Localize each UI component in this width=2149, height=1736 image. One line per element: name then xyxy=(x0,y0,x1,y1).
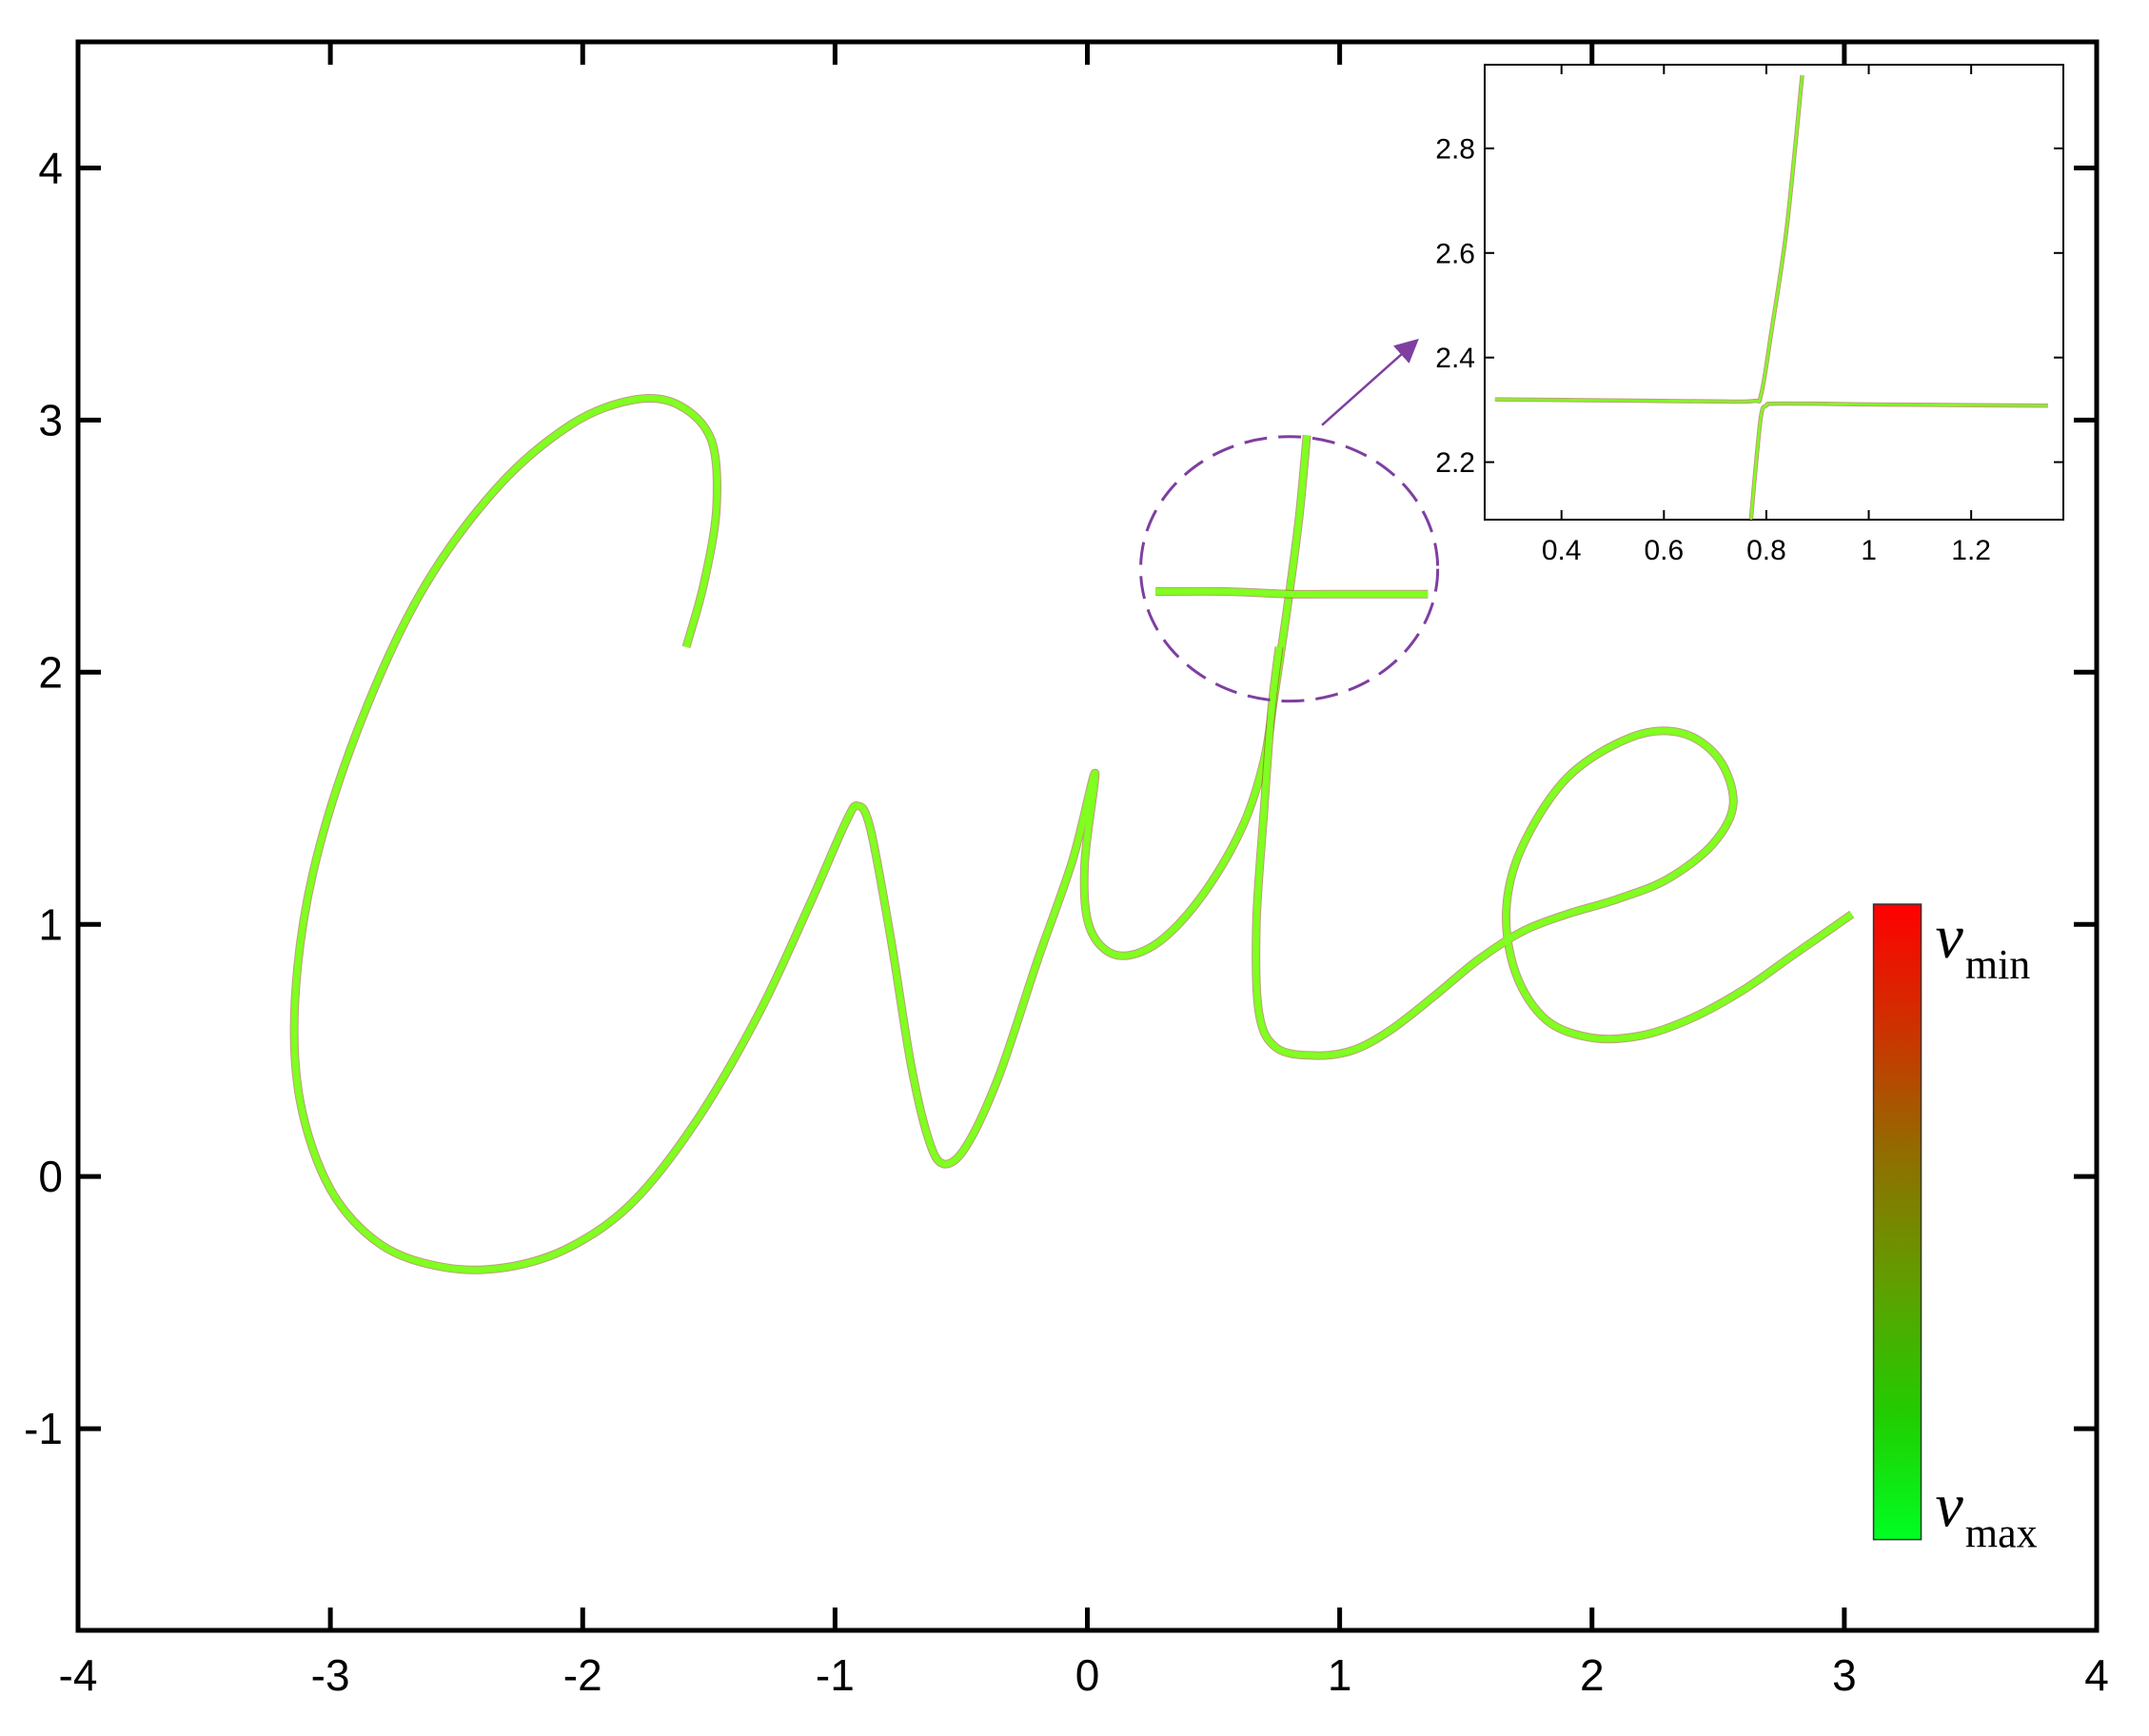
main-ytick-label: 1 xyxy=(38,899,63,949)
inset-plot: 0.4 0.6 0.8 1 1.2 2.2 2.4 2.6 2.8 xyxy=(1435,64,2064,566)
main-ytick-label: -1 xyxy=(24,1404,63,1453)
main-xtick-label: -2 xyxy=(563,1650,602,1700)
main-ytick-label: 0 xyxy=(38,1152,63,1201)
inset-xtick-label: 1 xyxy=(1861,535,1877,566)
main-xtick-label: 1 xyxy=(1328,1650,1352,1700)
main-ytick-label: 2 xyxy=(38,647,63,697)
colorbar: vmin vmax xyxy=(1872,902,2038,1557)
inset-series-0-line xyxy=(1494,74,1804,404)
main-xtick-label: -4 xyxy=(59,1650,98,1700)
inset-xtick-label: 1.2 xyxy=(1951,535,1991,566)
zoom-arrow xyxy=(1321,338,1419,426)
inset-series-1-line xyxy=(1749,402,2048,521)
colorbar-bottom-label: vmax xyxy=(1936,1471,2038,1557)
colorbar-top-label: vmin xyxy=(1936,902,2031,988)
main-series-1-line xyxy=(1252,646,1854,1059)
main-xtick-label: -1 xyxy=(816,1650,855,1700)
inset-ytick-label: 2.4 xyxy=(1435,343,1475,374)
main-series-0-line xyxy=(290,394,1311,1273)
inset-ytick-label: 2.2 xyxy=(1435,447,1475,479)
inset-xtick-label: 0.6 xyxy=(1644,535,1684,566)
inset-xtick-label: 0.8 xyxy=(1746,535,1786,566)
zoom-circle xyxy=(1139,435,1440,703)
main-xtick-label: -3 xyxy=(311,1650,350,1700)
main-xtick-label: 4 xyxy=(2084,1650,2109,1700)
main-xtick-label: 2 xyxy=(1580,1650,1605,1700)
colorbar-gradient xyxy=(1872,903,1922,1541)
inset-xtick-label: 0.4 xyxy=(1542,535,1582,566)
main-ytick-label: 4 xyxy=(38,144,63,193)
inset-ytick-label: 2.6 xyxy=(1435,238,1475,269)
main-series-2-line xyxy=(1155,587,1429,598)
main-xtick-label: 3 xyxy=(1832,1650,1857,1700)
main-ytick-label: 3 xyxy=(38,395,63,444)
main-xtick-label: 0 xyxy=(1075,1650,1100,1700)
inset-ytick-label: 2.8 xyxy=(1435,133,1475,165)
inset-axes-frame xyxy=(1484,64,2064,521)
